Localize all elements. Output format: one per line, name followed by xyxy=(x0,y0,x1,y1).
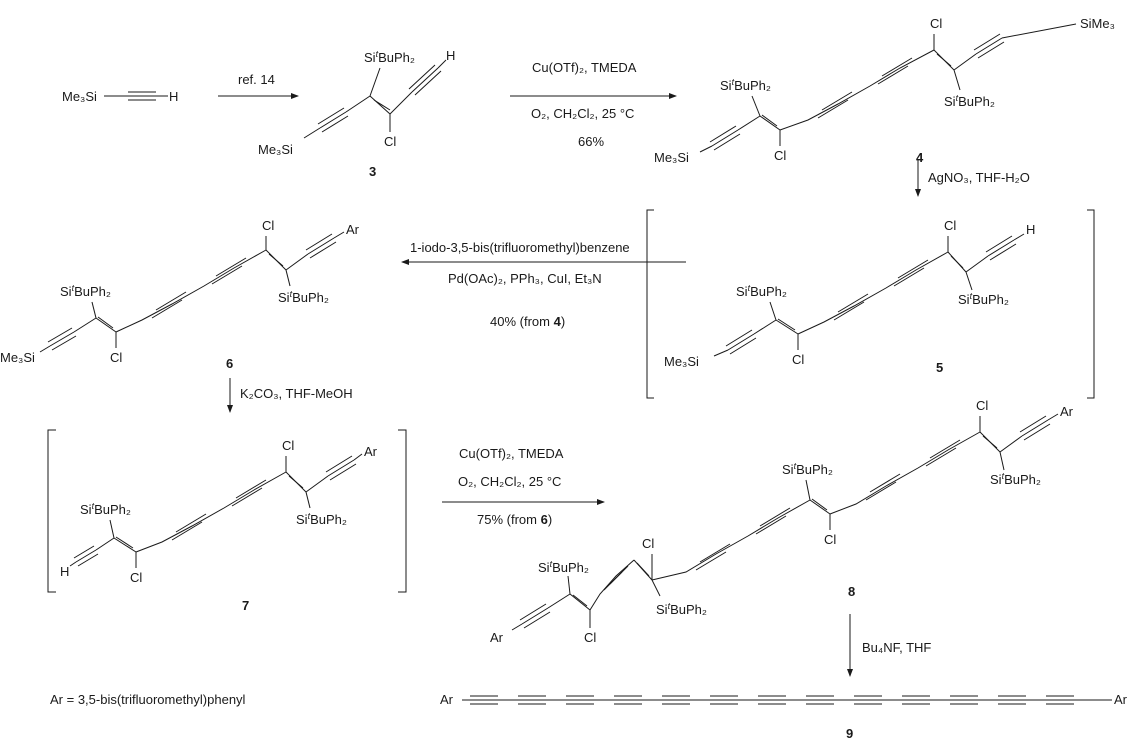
sibu-label: SitBuPh₂ xyxy=(278,289,329,305)
sibu-label: SitBuPh₂ xyxy=(990,471,1041,487)
sibu-label: SitBuPh₂ xyxy=(958,291,1009,307)
tms-label: Me₃Si xyxy=(258,142,293,157)
sibu-label: SitBuPh₂ xyxy=(80,501,131,517)
compound-4-structure: Cl SiMe₃ SitBuPh₂ Cl SitBuPh₂ Me₃Si xyxy=(654,16,1115,165)
cl-label: Cl xyxy=(130,570,142,585)
reagent-step4-yield: 40% (from 4) xyxy=(490,314,565,329)
reagent-step2-line1: Cu(OTf)₂, TMEDA xyxy=(532,60,637,75)
reagent-step6-line2: O₂, CH₂Cl₂, 25 °C xyxy=(458,474,561,489)
sibu-label: SitBuPh₂ xyxy=(296,511,347,527)
reagent-step4-line2: Pd(OAc)₂, PPh₃, CuI, Et₃N xyxy=(448,271,602,286)
reagent-step6-yield: 75% (from 6) xyxy=(477,512,552,527)
compound-3-label: 3 xyxy=(369,164,376,179)
compound-5-structure: Cl H SitBuPh₂ Cl SitBuPh₂ Me₃Si xyxy=(646,209,1095,399)
compound-8-label: 8 xyxy=(848,584,855,599)
reagent-step6-line1: Cu(OTf)₂, TMEDA xyxy=(459,446,564,461)
cl-label: Cl xyxy=(110,350,122,365)
reagent-step5: K₂CO₃, THF-MeOH xyxy=(240,386,353,401)
cl-label: Cl xyxy=(262,218,274,233)
cl-label: Cl xyxy=(976,398,988,413)
compound-6-label: 6 xyxy=(226,356,233,371)
ar-label: Ar xyxy=(490,630,504,645)
ar-label: Ar xyxy=(364,444,378,459)
sibu-label: SitBuPh₂ xyxy=(782,461,833,477)
ar-label: Ar xyxy=(1114,692,1128,707)
h-label: H xyxy=(446,48,455,63)
reagent-step7: Bu₄NF, THF xyxy=(862,640,931,655)
ar-label: Ar xyxy=(1060,404,1074,419)
h-label: H xyxy=(169,89,178,104)
tms-label: Me₃Si xyxy=(0,350,35,365)
sibu-label: SitBuPh₂ xyxy=(656,601,707,617)
tms-label: Me₃Si xyxy=(62,89,97,104)
cl-label: Cl xyxy=(930,16,942,31)
reagent-step1: ref. 14 xyxy=(238,72,275,87)
cl-label: Cl xyxy=(774,148,786,163)
sibu-label: SitBuPh₂ xyxy=(538,559,589,575)
cl-label: Cl xyxy=(824,532,836,547)
ar-label: Ar xyxy=(440,692,454,707)
ar-label: Ar xyxy=(346,222,360,237)
compound-3-structure: SitBuPh₂ Cl H Me₃Si xyxy=(258,48,455,157)
compound-4-label: 4 xyxy=(916,150,924,165)
sibu-label: SitBuPh₂ xyxy=(60,283,111,299)
compound-9-structure: Ar Ar xyxy=(440,692,1128,707)
reagent-step4-line1: 1-iodo-3,5-bis(trifluoromethyl)benzene xyxy=(410,240,630,255)
compound-8-structure: Cl Ar SitBuPh₂ Cl SitBuPh₂ Cl SitBuPh₂ C… xyxy=(490,398,1074,645)
cl-label: Cl xyxy=(944,218,956,233)
h-label: H xyxy=(60,564,69,579)
cl-label: Cl xyxy=(792,352,804,367)
sibu-label: SitBuPh₂ xyxy=(944,93,995,109)
compound-7-structure: Cl Ar SitBuPh₂ Cl SitBuPh₂ H xyxy=(47,429,407,593)
sibu-label: SitBuPh₂ xyxy=(736,283,787,299)
cl-label: Cl xyxy=(642,536,654,551)
compound-5-label: 5 xyxy=(936,360,943,375)
reagent-step2-line2: O₂, CH₂Cl₂, 25 °C xyxy=(531,106,634,121)
reagent-step3: AgNO₃, THF-H₂O xyxy=(928,170,1030,185)
h-label: H xyxy=(1026,222,1035,237)
compound-7-label: 7 xyxy=(242,598,249,613)
reagent-step2-yield: 66% xyxy=(578,134,604,149)
compound-6-structure: Cl Ar SitBuPh₂ Cl SitBuPh₂ Me₃Si xyxy=(0,218,360,365)
footnote: Ar = 3,5-bis(trifluoromethyl)phenyl xyxy=(50,692,246,707)
trimethylsilylacetylene: Me₃Si H xyxy=(62,89,178,104)
sibu-label: SitBuPh₂ xyxy=(720,77,771,93)
tms-label: Me₃Si xyxy=(664,354,699,369)
cl-label: Cl xyxy=(282,438,294,453)
sibu-label: SitBuPh₂ xyxy=(364,49,415,65)
cl-label: Cl xyxy=(384,134,396,149)
sime3-label: SiMe₃ xyxy=(1080,16,1115,31)
compound-9-label: 9 xyxy=(846,726,853,741)
cl-label: Cl xyxy=(584,630,596,645)
tms-label: Me₃Si xyxy=(654,150,689,165)
